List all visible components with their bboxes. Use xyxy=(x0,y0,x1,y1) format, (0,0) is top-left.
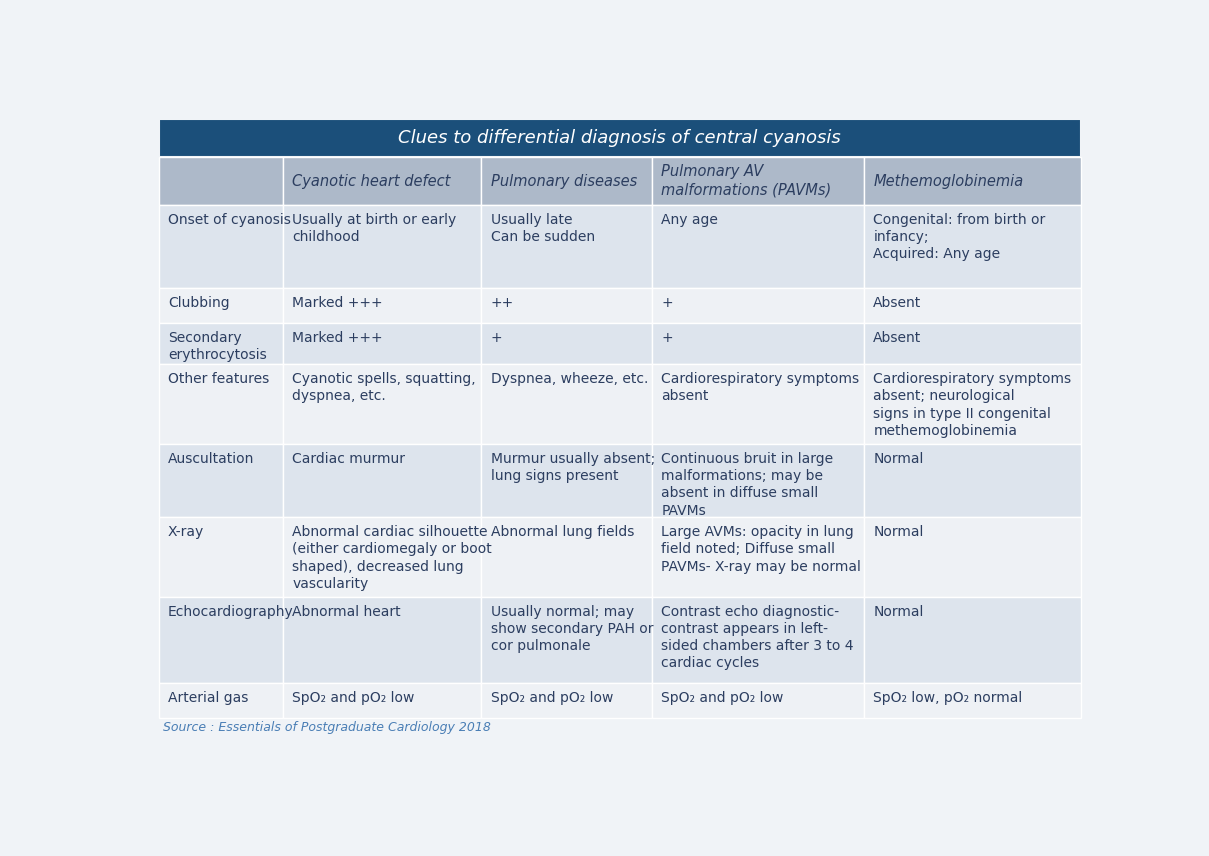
Text: Arterial gas: Arterial gas xyxy=(168,691,248,704)
Text: Cardiac murmur: Cardiac murmur xyxy=(293,452,405,466)
Text: Abnormal lung fields: Abnormal lung fields xyxy=(491,525,634,539)
Bar xyxy=(652,517,864,597)
Text: Pulmonary diseases: Pulmonary diseases xyxy=(491,174,637,188)
Bar xyxy=(158,364,283,443)
Bar xyxy=(481,682,652,717)
Bar xyxy=(158,119,1081,158)
Bar xyxy=(158,288,283,323)
Bar xyxy=(481,443,652,517)
Text: SpO₂ and pO₂ low: SpO₂ and pO₂ low xyxy=(293,691,415,704)
Bar xyxy=(283,205,481,288)
Text: Absent: Absent xyxy=(873,295,921,310)
Text: Abnormal cardiac silhouette
(either cardiomegaly or boot
shaped), decreased lung: Abnormal cardiac silhouette (either card… xyxy=(293,525,492,591)
Bar xyxy=(283,323,481,364)
Bar xyxy=(481,288,652,323)
Text: Onset of cyanosis: Onset of cyanosis xyxy=(168,213,291,227)
Text: Marked +++: Marked +++ xyxy=(293,330,383,345)
Text: SpO₂ low, pO₂ normal: SpO₂ low, pO₂ normal xyxy=(873,691,1023,704)
Text: Usually at birth or early
childhood: Usually at birth or early childhood xyxy=(293,213,457,244)
Bar xyxy=(481,323,652,364)
Bar xyxy=(481,205,652,288)
Text: Normal: Normal xyxy=(873,604,924,619)
Bar xyxy=(864,364,1081,443)
Bar xyxy=(864,323,1081,364)
Text: Clues to differential diagnosis of central cyanosis: Clues to differential diagnosis of centr… xyxy=(398,129,841,147)
Text: Cardiorespiratory symptoms
absent; neurological
signs in type II congenital
meth: Cardiorespiratory symptoms absent; neuro… xyxy=(873,372,1071,438)
Bar xyxy=(283,597,481,682)
Text: Pulmonary AV
malformations (PAVMs): Pulmonary AV malformations (PAVMs) xyxy=(661,164,832,198)
Bar xyxy=(652,682,864,717)
Bar xyxy=(283,288,481,323)
Bar xyxy=(864,682,1081,717)
Text: +: + xyxy=(491,330,502,345)
Text: Cardiorespiratory symptoms
absent: Cardiorespiratory symptoms absent xyxy=(661,372,860,403)
Text: Methemoglobinemia: Methemoglobinemia xyxy=(873,174,1024,188)
Text: Any age: Any age xyxy=(661,213,718,227)
Bar xyxy=(652,323,864,364)
Bar xyxy=(864,597,1081,682)
Bar xyxy=(481,364,652,443)
Text: SpO₂ and pO₂ low: SpO₂ and pO₂ low xyxy=(661,691,783,704)
Bar xyxy=(864,205,1081,288)
Text: Usually normal; may
show secondary PAH or
cor pulmonale: Usually normal; may show secondary PAH o… xyxy=(491,604,653,653)
Bar xyxy=(652,205,864,288)
Text: Continuous bruit in large
malformations; may be
absent in diffuse small
PAVMs: Continuous bruit in large malformations;… xyxy=(661,452,833,518)
Text: Cyanotic spells, squatting,
dyspnea, etc.: Cyanotic spells, squatting, dyspnea, etc… xyxy=(293,372,476,403)
Bar xyxy=(481,517,652,597)
Bar xyxy=(158,158,283,205)
Text: Other features: Other features xyxy=(168,372,270,386)
Text: Absent: Absent xyxy=(873,330,921,345)
Bar xyxy=(283,517,481,597)
Bar xyxy=(158,443,283,517)
Bar xyxy=(864,158,1081,205)
Bar xyxy=(652,158,864,205)
Text: Normal: Normal xyxy=(873,452,924,466)
Text: Contrast echo diagnostic-
contrast appears in left-
sided chambers after 3 to 4
: Contrast echo diagnostic- contrast appea… xyxy=(661,604,854,670)
Text: Abnormal heart: Abnormal heart xyxy=(293,604,401,619)
Bar xyxy=(864,288,1081,323)
Bar xyxy=(481,158,652,205)
Bar xyxy=(481,597,652,682)
Bar xyxy=(283,443,481,517)
Bar xyxy=(158,205,283,288)
Bar xyxy=(652,288,864,323)
Bar xyxy=(158,597,283,682)
Text: ++: ++ xyxy=(491,295,514,310)
Bar xyxy=(652,443,864,517)
Text: SpO₂ and pO₂ low: SpO₂ and pO₂ low xyxy=(491,691,613,704)
Text: Marked +++: Marked +++ xyxy=(293,295,383,310)
Text: Echocardiography: Echocardiography xyxy=(168,604,294,619)
Bar xyxy=(158,517,283,597)
Bar xyxy=(283,682,481,717)
Text: Usually late
Can be sudden: Usually late Can be sudden xyxy=(491,213,595,244)
Text: Auscultation: Auscultation xyxy=(168,452,254,466)
Text: Cyanotic heart defect: Cyanotic heart defect xyxy=(293,174,451,188)
Text: Secondary
erythrocytosis: Secondary erythrocytosis xyxy=(168,330,267,362)
Text: Clubbing: Clubbing xyxy=(168,295,230,310)
Text: Normal: Normal xyxy=(873,525,924,539)
Bar xyxy=(864,443,1081,517)
Text: Murmur usually absent;
lung signs present: Murmur usually absent; lung signs presen… xyxy=(491,452,655,483)
Bar xyxy=(652,364,864,443)
Text: Source : Essentials of Postgraduate Cardiology 2018: Source : Essentials of Postgraduate Card… xyxy=(163,721,491,734)
Text: Congenital: from birth or
infancy;
Acquired: Any age: Congenital: from birth or infancy; Acqui… xyxy=(873,213,1046,261)
Text: +: + xyxy=(661,295,673,310)
Bar xyxy=(283,158,481,205)
Bar xyxy=(652,597,864,682)
Text: Large AVMs: opacity in lung
field noted; Diffuse small
PAVMs- X-ray may be norma: Large AVMs: opacity in lung field noted;… xyxy=(661,525,861,574)
Bar xyxy=(283,364,481,443)
Bar xyxy=(158,682,283,717)
Bar xyxy=(864,517,1081,597)
Text: X-ray: X-ray xyxy=(168,525,204,539)
Bar xyxy=(158,323,283,364)
Text: +: + xyxy=(661,330,673,345)
Text: Dyspnea, wheeze, etc.: Dyspnea, wheeze, etc. xyxy=(491,372,648,386)
